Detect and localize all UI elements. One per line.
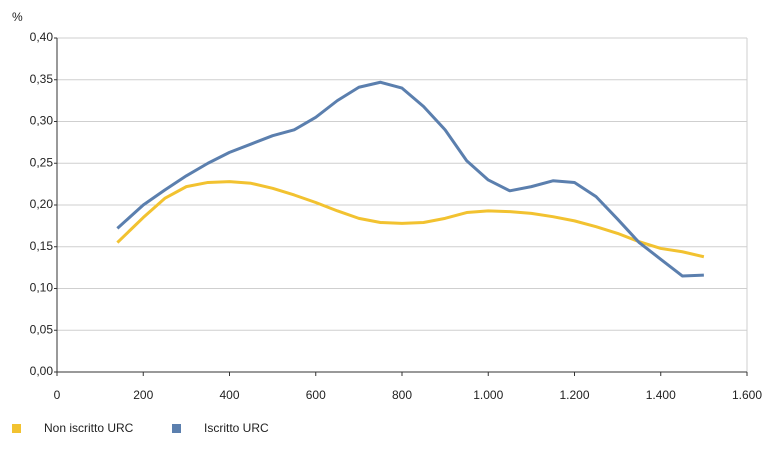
x-tick-label: 0	[54, 388, 61, 402]
x-tick-label: 1.200	[559, 388, 589, 402]
x-tick-label: 1.000	[473, 388, 503, 402]
legend-swatch	[172, 424, 181, 433]
series-line	[116, 180, 705, 259]
y-tick-label: 0,25	[30, 155, 54, 169]
legend-label: Iscritto URC	[204, 421, 269, 435]
y-tick-label: 0,15	[30, 239, 54, 253]
x-tick-label: 1.400	[646, 388, 676, 402]
series-line	[116, 80, 704, 278]
y-tick-label: 0,20	[30, 197, 54, 211]
y-tick-label: 0,10	[30, 281, 54, 295]
x-tick-label: 800	[392, 388, 412, 402]
y-tick-label: 0,40	[30, 30, 54, 44]
x-tick-label: 600	[306, 388, 326, 402]
y-tick-label: 0,35	[30, 72, 54, 86]
y-tick-label: 0,30	[30, 114, 54, 128]
x-tick-label: 400	[219, 388, 239, 402]
legend-label: Non iscritto URC	[44, 421, 134, 435]
y-axis-label: %	[12, 10, 23, 24]
legend-swatch	[12, 424, 21, 433]
y-tick-label: 0,05	[30, 322, 54, 336]
x-tick-label: 200	[133, 388, 153, 402]
x-tick-label: 1.600	[732, 388, 762, 402]
y-tick-label: 0,00	[30, 364, 54, 378]
